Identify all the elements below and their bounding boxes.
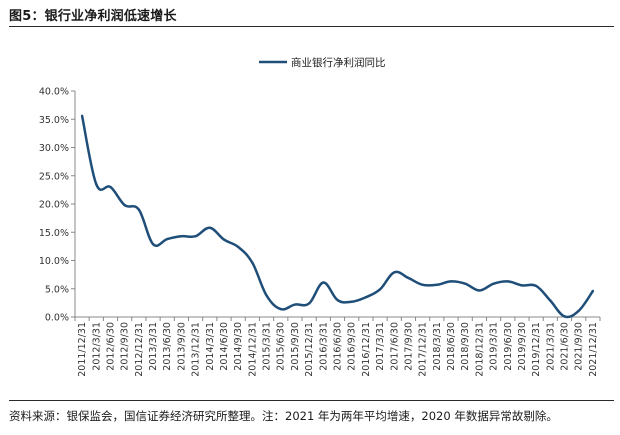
data-point (194, 235, 197, 238)
footer-divider (9, 400, 614, 401)
data-point (478, 289, 481, 292)
data-point (109, 185, 112, 189)
x-tick-label: 2018/12/31 (474, 322, 485, 377)
x-tick-label: 2021/9/30 (574, 322, 585, 371)
y-tick-label: 10.0% (39, 256, 69, 267)
x-tick-label: 2021/3/31 (545, 322, 556, 371)
data-point (350, 300, 353, 303)
y-tick-label: 0.0% (45, 313, 69, 324)
data-point (520, 284, 524, 287)
x-axis-ticks: 2011/12/31 2012/3/31 2012/6/30 2012/9/30 201… (74, 317, 601, 377)
x-tick-label: 2018/6/30 (446, 322, 457, 371)
x-tick-label: 2012/9/30 (120, 322, 131, 371)
data-point (407, 276, 410, 280)
x-tick-label: 2013/3/31 (148, 322, 159, 371)
data-point (421, 283, 424, 286)
chart-legend: 商业银行净利润同比 (259, 56, 386, 69)
data-point (506, 280, 509, 283)
series-line (80, 115, 594, 319)
y-axis-ticks: 0.0% 5.0% 10.0% 15.0% 20.0% 25.0% 30.0% 35.0% 40… (39, 87, 75, 324)
x-tick-label: 2021/12/31 (588, 322, 599, 377)
data-point (208, 226, 211, 229)
data-point (322, 281, 325, 284)
data-point (549, 299, 552, 302)
x-tick-label: 2013/12/31 (191, 322, 202, 377)
data-point (563, 315, 566, 318)
x-tick-label: 2017/6/30 (389, 322, 400, 371)
x-tick-label: 2018/3/31 (432, 322, 443, 371)
data-point (123, 203, 126, 207)
x-tick-label: 2014/3/31 (205, 322, 216, 371)
x-tick-label: 2017/12/31 (418, 322, 429, 377)
x-tick-label: 2015/3/31 (262, 322, 273, 371)
data-point (378, 288, 382, 291)
data-point (364, 296, 368, 299)
x-tick-label: 2013/6/30 (162, 322, 173, 371)
data-point (336, 298, 339, 302)
data-point (293, 303, 297, 306)
x-tick-label: 2012/3/31 (91, 322, 102, 371)
data-point (492, 282, 495, 285)
title-divider (9, 26, 614, 27)
source-note: 资料来源：银保监会，国信证券经济研究所整理。注：2021 年为两年平均增速，20… (9, 409, 558, 423)
x-tick-label: 2017/9/30 (403, 322, 414, 371)
x-tick-label: 2019/12/31 (531, 322, 542, 377)
x-tick-label: 2013/9/30 (176, 322, 187, 371)
legend-series-label: 商业银行净利润同比 (291, 56, 386, 69)
data-point (534, 284, 538, 288)
chart-axes (74, 91, 600, 318)
x-tick-label: 2018/9/30 (460, 322, 471, 371)
line-chart: 商业银行净利润同比 0.0% 5.0% 10.0% 15.0% 20.0% 25.0% 30… (39, 56, 601, 377)
data-point (393, 271, 396, 274)
data-point (151, 242, 155, 246)
data-point (265, 294, 268, 297)
data-point (449, 280, 453, 283)
data-point (80, 114, 84, 118)
y-tick-label: 20.0% (39, 200, 69, 211)
data-point (251, 261, 254, 264)
x-tick-label: 2014/6/30 (219, 322, 230, 371)
data-point (95, 183, 98, 186)
x-tick-label: 2014/9/30 (233, 322, 244, 371)
figure-title: 图5：银行业净利润低速增长 (9, 9, 177, 24)
data-point (464, 282, 467, 285)
y-tick-label: 40.0% (39, 87, 69, 98)
y-tick-label: 15.0% (39, 228, 69, 239)
x-tick-label: 2012/6/30 (105, 322, 116, 371)
x-tick-label: 2015/12/31 (304, 322, 315, 377)
x-tick-label: 2011/12/31 (77, 322, 88, 377)
data-point (279, 307, 282, 311)
data-point (236, 245, 240, 249)
data-point (180, 235, 183, 238)
y-tick-label: 5.0% (45, 284, 69, 295)
y-tick-label: 35.0% (39, 115, 69, 126)
data-point (166, 237, 169, 241)
x-tick-label: 2015/9/30 (290, 322, 301, 371)
x-tick-label: 2016/6/30 (333, 322, 344, 371)
data-point (591, 289, 595, 293)
x-tick-label: 2016/9/30 (347, 322, 358, 371)
x-tick-label: 2016/3/31 (318, 322, 329, 371)
y-tick-label: 30.0% (39, 143, 69, 154)
x-tick-label: 2014/12/31 (247, 322, 258, 377)
data-point (435, 283, 439, 286)
x-tick-label: 2015/6/30 (276, 322, 287, 371)
x-tick-label: 2019/9/30 (517, 322, 528, 371)
x-tick-label: 2021/6/30 (560, 322, 571, 371)
x-tick-label: 2016/12/31 (361, 322, 372, 377)
x-tick-label: 2012/12/31 (134, 322, 145, 377)
x-tick-label: 2019/3/31 (489, 322, 500, 371)
plot-area (80, 114, 595, 319)
data-point (307, 302, 311, 305)
data-point (222, 238, 226, 241)
data-point (137, 208, 141, 211)
x-tick-label: 2019/6/30 (503, 322, 514, 371)
y-tick-label: 25.0% (39, 171, 69, 182)
x-tick-label: 2017/3/31 (375, 322, 386, 371)
data-point (577, 309, 580, 312)
